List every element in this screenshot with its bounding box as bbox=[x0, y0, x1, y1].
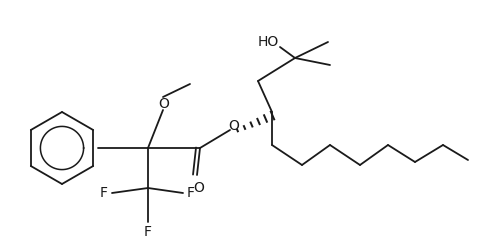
Text: HO: HO bbox=[257, 35, 279, 49]
Text: O: O bbox=[228, 119, 239, 133]
Text: F: F bbox=[187, 186, 195, 200]
Text: O: O bbox=[159, 97, 169, 111]
Text: F: F bbox=[100, 186, 108, 200]
Text: F: F bbox=[144, 225, 152, 239]
Text: O: O bbox=[194, 181, 205, 195]
